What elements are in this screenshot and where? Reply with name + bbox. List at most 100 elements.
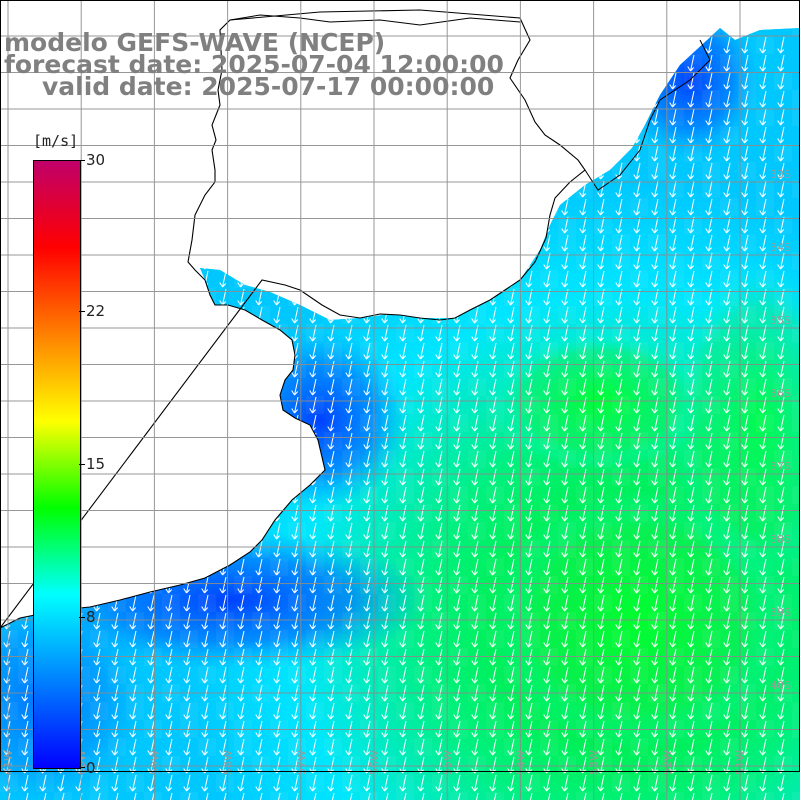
title-valid-date: valid date: 2025-07-17 00:00:00: [42, 72, 495, 101]
wind-arrow: [705, 558, 713, 576]
wind-arrow: [507, 198, 515, 216]
wind-arrow: [417, 378, 425, 396]
wind-arrow: [147, 108, 155, 126]
wind-arrow: [543, 594, 551, 612]
wind-arrow: [201, 540, 209, 558]
wind-arrow: [453, 144, 461, 162]
wind-arrow: [759, 486, 767, 504]
colorbar-units: [m/s]: [33, 132, 79, 150]
wind-arrow: [165, 702, 173, 720]
wind-arrow: [471, 558, 479, 576]
wind-arrow: [651, 396, 659, 414]
wind-arrow: [489, 468, 497, 486]
wind-arrow: [633, 594, 641, 612]
wind-arrow: [399, 108, 407, 126]
wind-arrow: [183, 378, 191, 396]
wind-arrow: [345, 612, 353, 630]
wind-arrow: [525, 270, 533, 288]
wind-arrow: [597, 414, 605, 432]
wind-arrow: [525, 198, 533, 216]
wind-arrow: [687, 666, 695, 684]
wind-arrow: [579, 450, 587, 468]
wind-arrow: [3, 486, 11, 504]
wind-arrow: [579, 216, 587, 234]
lat-label: 38S: [770, 533, 791, 546]
wind-arrow: [111, 306, 119, 324]
wind-arrow: [615, 306, 623, 324]
wind-arrow: [111, 162, 119, 180]
wind-arrow: [597, 792, 605, 800]
wind-arrow: [543, 450, 551, 468]
wind-arrow: [615, 234, 623, 252]
wind-arrow: [363, 414, 371, 432]
wind-arrow: [705, 540, 713, 558]
wind-arrow: [327, 468, 335, 486]
lon-label: 57W: [295, 750, 308, 775]
wind-arrow: [471, 522, 479, 540]
wind-arrow: [705, 792, 713, 800]
wind-arrow: [417, 108, 425, 126]
wind-arrow: [291, 306, 299, 324]
wind-arrow: [705, 144, 713, 162]
wind-arrow: [309, 558, 317, 576]
wind-arrow: [543, 666, 551, 684]
wind-arrow: [597, 576, 605, 594]
wind-arrow: [759, 540, 767, 558]
wind-arrow: [183, 306, 191, 324]
wind-arrow: [777, 180, 785, 198]
wind-arrow: [525, 576, 533, 594]
wind-arrow: [3, 378, 11, 396]
wind-arrow: [615, 396, 623, 414]
wind-arrow: [363, 108, 371, 126]
wind-arrow: [273, 792, 281, 800]
wind-arrow: [669, 468, 677, 486]
wind-arrow: [777, 576, 785, 594]
wind-arrow: [399, 738, 407, 756]
wind-arrow: [165, 126, 173, 144]
wind-arrow: [525, 414, 533, 432]
wind-arrow: [597, 36, 605, 54]
wind-arrow: [309, 450, 317, 468]
wind-arrow: [219, 234, 227, 252]
lon-label: 54W: [514, 750, 527, 775]
wind-arrow: [651, 504, 659, 522]
wind-arrow: [201, 666, 209, 684]
wind-arrow: [363, 234, 371, 252]
wind-arrow: [633, 702, 641, 720]
wind-arrow: [705, 576, 713, 594]
wind-arrow: [219, 540, 227, 558]
wind-arrow: [381, 540, 389, 558]
wind-arrow: [525, 108, 533, 126]
wind-arrow: [255, 342, 263, 360]
wind-arrow: [471, 108, 479, 126]
wind-arrow: [129, 522, 137, 540]
wind-arrow: [255, 180, 263, 198]
wind-arrow: [147, 468, 155, 486]
wind-arrow: [543, 108, 551, 126]
wind-arrow: [453, 630, 461, 648]
wind-arrow: [219, 180, 227, 198]
wind-arrow: [777, 594, 785, 612]
wind-arrow: [615, 630, 623, 648]
wind-arrow: [93, 540, 101, 558]
wind-arrow: [417, 666, 425, 684]
wind-arrow: [615, 144, 623, 162]
wind-arrow: [201, 576, 209, 594]
wind-arrow: [129, 306, 137, 324]
wind-arrow: [543, 36, 551, 54]
wind-arrow: [759, 414, 767, 432]
wind-arrow: [3, 792, 11, 800]
wind-arrow: [525, 432, 533, 450]
wind-arrow: [93, 612, 101, 630]
wind-arrow: [147, 180, 155, 198]
wind-arrow: [399, 360, 407, 378]
wind-arrow: [201, 630, 209, 648]
wind-arrow: [237, 162, 245, 180]
wind-arrow: [543, 576, 551, 594]
wind-arrow: [129, 360, 137, 378]
wind-arrow: [327, 540, 335, 558]
wind-arrow: [669, 108, 677, 126]
wind-arrow: [507, 414, 515, 432]
wind-arrow: [345, 738, 353, 756]
wind-arrow: [183, 414, 191, 432]
